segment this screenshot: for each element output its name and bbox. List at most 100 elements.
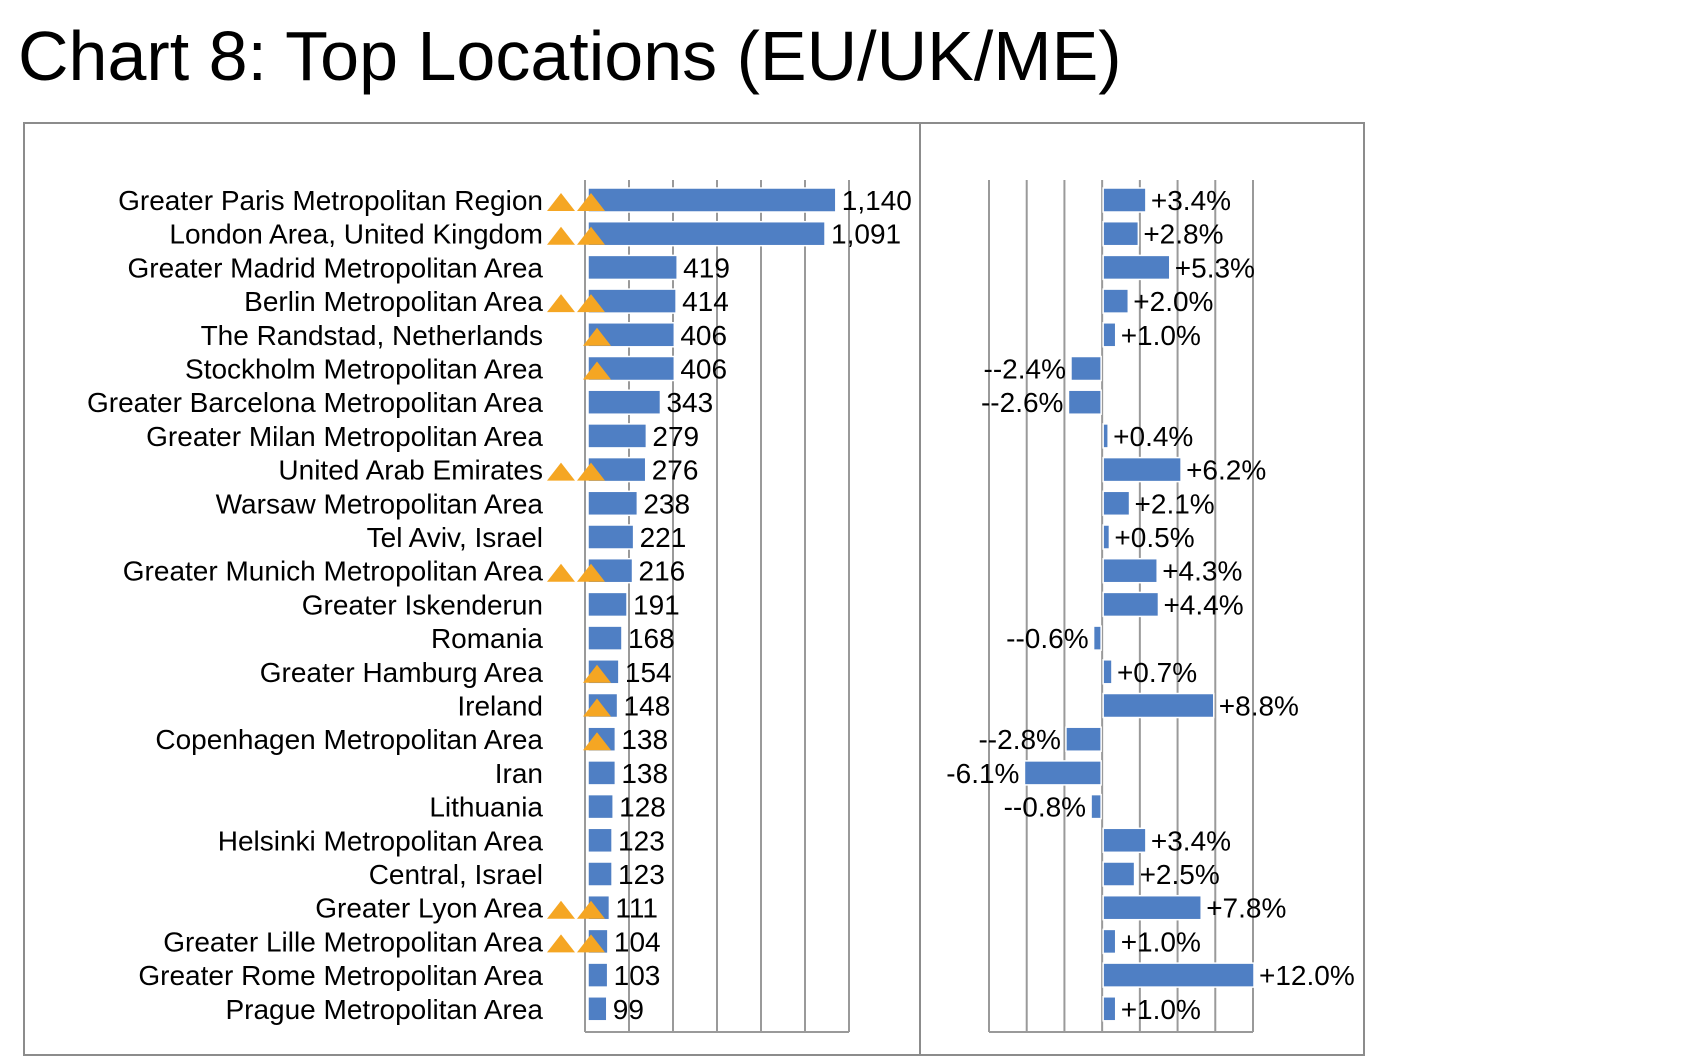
category-label: United Arab Emirates bbox=[278, 455, 543, 486]
change-value-label: +4.3% bbox=[1162, 556, 1242, 587]
change-value-label: -6.1% bbox=[946, 758, 1019, 789]
change-bar bbox=[1102, 288, 1130, 314]
change-bar bbox=[1102, 557, 1158, 584]
change-value-label: +1.0% bbox=[1121, 994, 1201, 1025]
bar-value-label: 1,140 bbox=[842, 185, 912, 216]
bar bbox=[587, 220, 826, 247]
change-bar bbox=[1090, 793, 1102, 820]
bar-value-label: 111 bbox=[615, 893, 658, 924]
chart-title: Chart 8: Top Locations (EU/UK/ME) bbox=[18, 17, 1122, 95]
category-label: Greater Lille Metropolitan Area bbox=[163, 926, 543, 957]
trend-marker-icon bbox=[547, 294, 575, 313]
category-label: Greater Barcelona Metropolitan Area bbox=[87, 387, 543, 418]
bar bbox=[587, 423, 648, 449]
bar-value-label: 414 bbox=[682, 286, 729, 317]
change-bar bbox=[1102, 659, 1113, 685]
bar bbox=[587, 490, 639, 517]
trend-marker-icon bbox=[547, 462, 575, 481]
bar-value-label: 279 bbox=[652, 421, 699, 452]
change-value-label: +6.2% bbox=[1186, 455, 1266, 486]
bar-value-label: 419 bbox=[683, 252, 730, 283]
bar bbox=[587, 254, 678, 281]
bar bbox=[587, 996, 608, 1022]
category-label: Ireland bbox=[457, 691, 543, 722]
chart-marks: Greater Paris Metropolitan Region 1,140 +3… bbox=[87, 185, 1355, 1025]
trend-marker-icon bbox=[547, 226, 575, 245]
change-bar bbox=[1067, 389, 1102, 415]
change-value-label: +0.5% bbox=[1114, 522, 1194, 553]
change-value-label: +1.0% bbox=[1121, 320, 1201, 351]
change-value-label: --2.6% bbox=[981, 387, 1063, 418]
bar bbox=[587, 861, 613, 887]
bar-value-label: 343 bbox=[666, 387, 713, 418]
bar-value-label: 123 bbox=[618, 825, 665, 856]
bar bbox=[587, 456, 647, 483]
change-value-label: +0.4% bbox=[1113, 421, 1193, 452]
category-label: Greater Rome Metropolitan Area bbox=[138, 960, 543, 991]
change-bar bbox=[1070, 355, 1102, 382]
bar bbox=[587, 760, 617, 786]
category-label: Helsinki Metropolitan Area bbox=[218, 825, 544, 856]
change-bar bbox=[1102, 894, 1202, 921]
bar bbox=[587, 827, 613, 854]
trend-marker-icon bbox=[583, 664, 611, 683]
trend-marker-icon bbox=[583, 327, 611, 346]
trend-marker-icon bbox=[583, 698, 611, 717]
category-label: Tel Aviv, Israel bbox=[367, 522, 543, 553]
category-label: Romania bbox=[431, 623, 543, 654]
category-label: Central, Israel bbox=[369, 859, 543, 890]
bar-value-label: 128 bbox=[619, 792, 666, 823]
change-value-label: --2.8% bbox=[978, 724, 1060, 755]
bar-value-label: 221 bbox=[640, 522, 687, 553]
category-label: Copenhagen Metropolitan Area bbox=[155, 724, 543, 755]
bar-value-label: 168 bbox=[628, 623, 675, 654]
category-label: Lithuania bbox=[429, 792, 543, 823]
category-label: Prague Metropolitan Area bbox=[225, 994, 543, 1025]
change-bar bbox=[1102, 220, 1140, 247]
change-bar bbox=[1102, 187, 1147, 213]
chart-frames bbox=[23, 122, 1365, 1056]
change-value-label: +1.0% bbox=[1121, 926, 1201, 957]
trend-marker-icon bbox=[577, 226, 605, 245]
change-value-label: +2.0% bbox=[1133, 286, 1213, 317]
change-bar bbox=[1102, 524, 1111, 550]
bar-value-label: 406 bbox=[680, 320, 727, 351]
bar bbox=[587, 625, 623, 651]
change-bar bbox=[1102, 928, 1117, 955]
change-bar bbox=[1092, 625, 1102, 651]
trend-marker-icon bbox=[577, 193, 605, 211]
category-label: Greater Hamburg Area bbox=[260, 657, 544, 688]
change-value-label: +4.4% bbox=[1163, 589, 1243, 620]
change-bar bbox=[1102, 692, 1215, 719]
trend-marker-icon bbox=[577, 934, 605, 953]
change-value-label: +8.8% bbox=[1219, 691, 1299, 722]
bar-value-label: 148 bbox=[624, 691, 671, 722]
trend-marker-icon bbox=[577, 294, 605, 313]
category-label: London Area, United Kingdom bbox=[169, 219, 543, 250]
bar bbox=[587, 793, 614, 820]
trend-marker-icon bbox=[583, 732, 611, 751]
change-bar bbox=[1102, 322, 1117, 348]
category-label: Iran bbox=[495, 758, 543, 789]
change-bar bbox=[1102, 423, 1109, 449]
bar-value-label: 406 bbox=[680, 354, 727, 385]
change-value-label: +3.4% bbox=[1151, 185, 1231, 216]
category-label: Greater Iskenderun bbox=[302, 589, 543, 620]
bar bbox=[587, 524, 635, 550]
change-value-label: +5.3% bbox=[1175, 252, 1255, 283]
bar bbox=[587, 591, 628, 618]
change-bar bbox=[1102, 591, 1160, 618]
change-bar bbox=[1102, 861, 1136, 887]
change-bar bbox=[1102, 962, 1255, 988]
change-bar bbox=[1065, 726, 1102, 752]
change-value-label: --0.6% bbox=[1006, 623, 1088, 654]
change-value-label: +2.8% bbox=[1143, 219, 1223, 250]
bar bbox=[587, 962, 609, 988]
trend-marker-icon bbox=[577, 462, 605, 481]
bar bbox=[587, 187, 837, 213]
trend-marker-icon bbox=[583, 361, 611, 380]
bar-value-label: 138 bbox=[621, 758, 668, 789]
change-value-label: --2.4% bbox=[984, 354, 1066, 385]
bar-value-label: 276 bbox=[652, 455, 699, 486]
